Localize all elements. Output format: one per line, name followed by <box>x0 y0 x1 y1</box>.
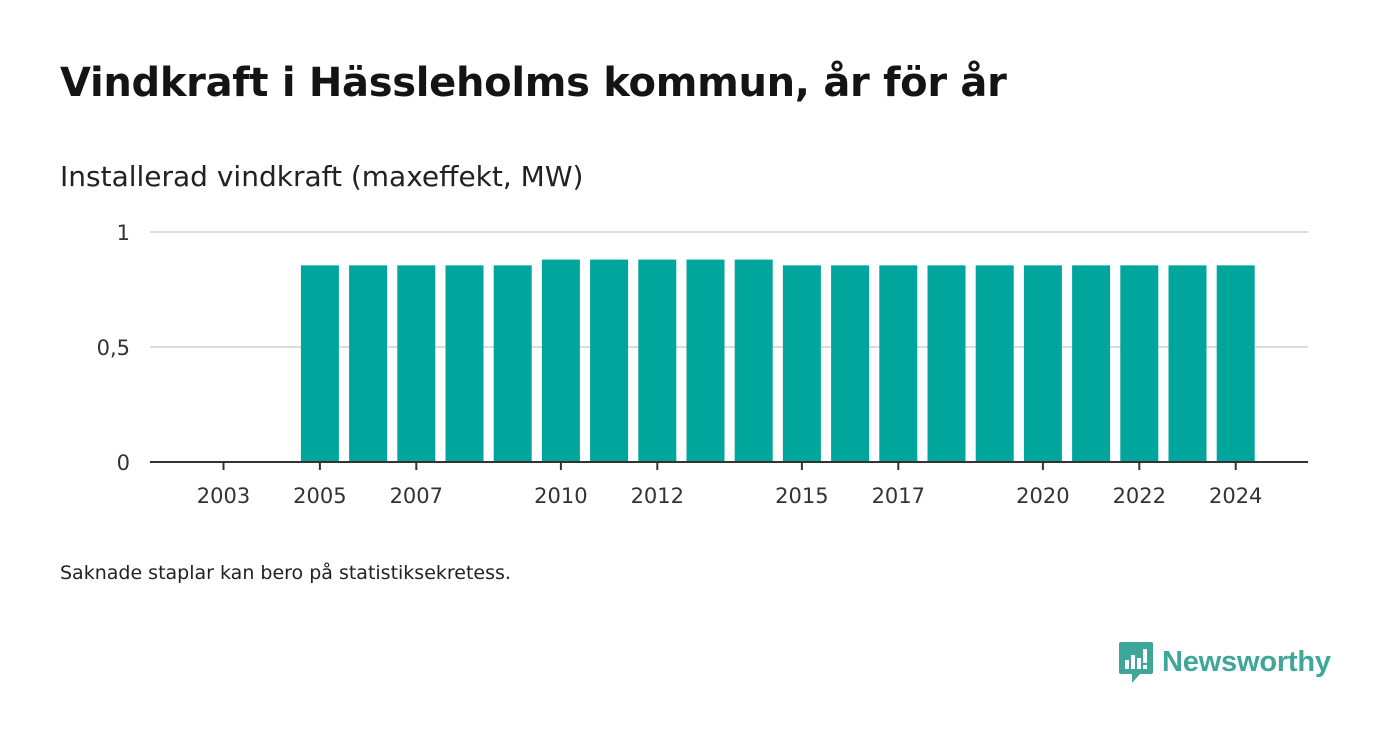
bar <box>349 265 388 462</box>
x-tick-label: 2017 <box>872 484 925 508</box>
x-tick-label: 2007 <box>390 484 443 508</box>
x-tick-label: 2003 <box>197 484 250 508</box>
bar <box>1072 265 1111 462</box>
bar <box>1023 265 1062 462</box>
chart-title: Vindkraft i Hässleholms kommun, år för å… <box>60 60 1007 106</box>
bar <box>300 265 339 462</box>
x-tick-label: 2020 <box>1016 484 1069 508</box>
brand-logo: Newsworthy <box>1118 640 1331 684</box>
bar <box>1168 265 1207 462</box>
brand-name: Newsworthy <box>1162 645 1331 678</box>
bar <box>686 259 725 462</box>
bar <box>1216 265 1255 462</box>
bar <box>975 265 1014 462</box>
y-tick-label: 1 <box>117 221 130 245</box>
x-tick-label: 2010 <box>534 484 587 508</box>
y-tick-label: 0,5 <box>97 336 130 360</box>
newsworthy-logo-icon <box>1119 642 1153 683</box>
bar <box>638 259 677 462</box>
x-tick-label: 2024 <box>1209 484 1262 508</box>
bar <box>927 265 966 462</box>
bar <box>782 265 821 462</box>
bar <box>734 259 773 462</box>
bar <box>397 265 436 462</box>
bar <box>493 265 532 462</box>
bar <box>541 259 580 462</box>
bar <box>1120 265 1159 462</box>
x-tick-label: 2012 <box>631 484 684 508</box>
x-tick-label: 2022 <box>1113 484 1166 508</box>
x-tick-label: 2015 <box>775 484 828 508</box>
bar <box>590 259 629 462</box>
x-tick-label: 2005 <box>293 484 346 508</box>
y-tick-label: 0 <box>117 451 130 475</box>
bar <box>831 265 870 462</box>
chart-subtitle: Installerad vindkraft (maxeffekt, MW) <box>60 160 584 193</box>
footnote: Saknade staplar kan bero på statistiksek… <box>60 562 511 584</box>
bar <box>445 265 484 462</box>
bar <box>879 265 918 462</box>
